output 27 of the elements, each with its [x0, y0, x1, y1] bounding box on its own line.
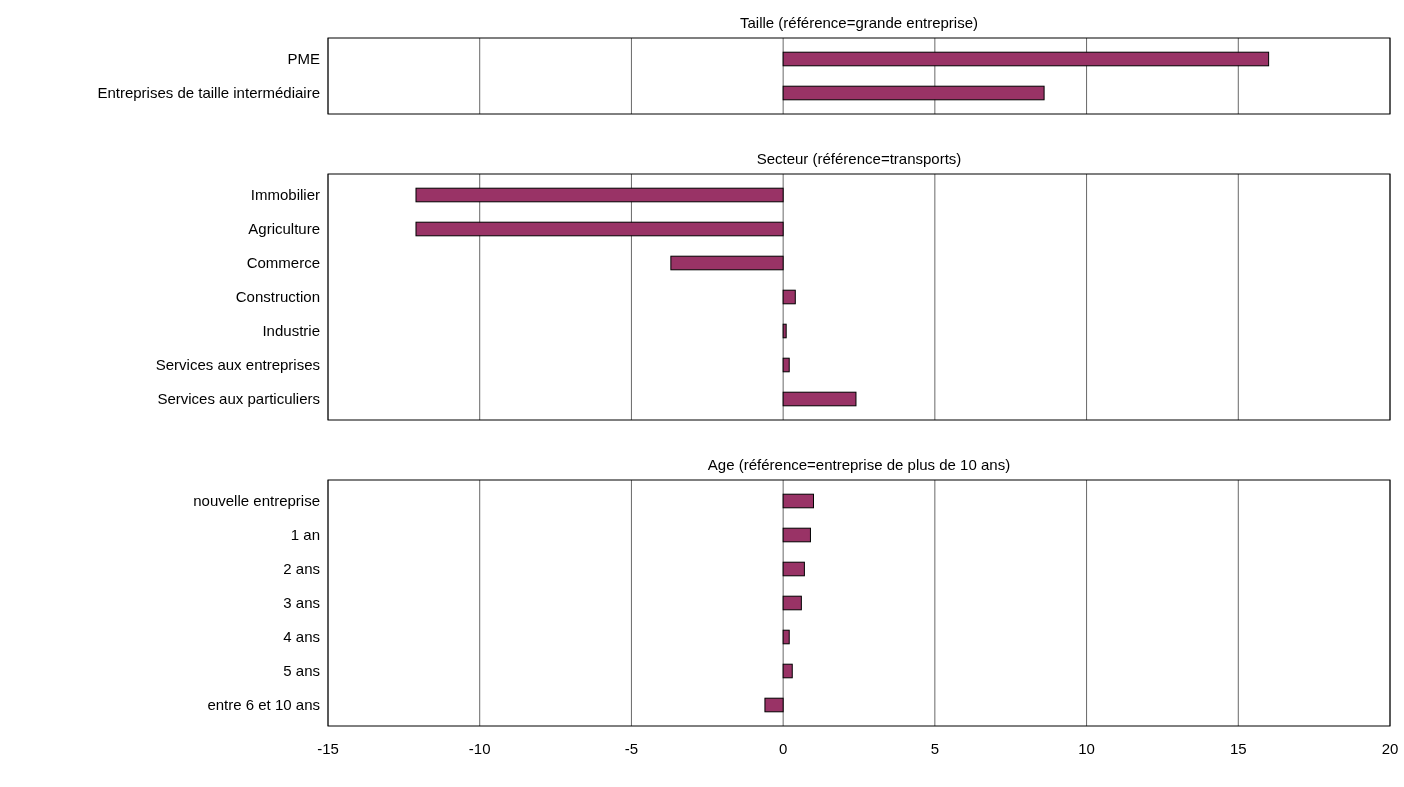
chart-title: Secteur (référence=transports) — [756, 150, 962, 167]
x-tick-label: 10 — [1078, 740, 1095, 757]
y-tick-label: entre 6 et 10 ans — [207, 696, 320, 714]
y-tick-label: nouvelle entreprise — [193, 492, 320, 510]
x-tick-label: 5 — [930, 740, 940, 757]
y-tick-label: Services aux particuliers — [157, 390, 320, 408]
y-tick-label: Industrie — [262, 322, 320, 340]
x-tick-label: -10 — [468, 740, 491, 757]
y-tick-label: Commerce — [246, 254, 320, 272]
x-tick-label: 15 — [1229, 740, 1247, 757]
y-tick-label: Entreprises de taille intermédiaire — [97, 84, 320, 102]
y-tick-label: 1 an — [290, 526, 320, 544]
y-tick-label: 3 ans — [283, 594, 320, 612]
y-tick-label: 5 ans — [283, 662, 320, 680]
x-tick-label: 20 — [1381, 740, 1399, 757]
y-tick-label: Agriculture — [248, 220, 320, 238]
x-tick-label: -15 — [317, 740, 339, 757]
y-tick-label: Services aux entreprises — [155, 356, 320, 374]
y-tick-label: Construction — [235, 288, 320, 306]
chart-title: Taille (référence=grande entreprise) — [739, 14, 979, 31]
chart-title: Age (référence=entreprise de plus de 10 ans) — [707, 456, 1011, 473]
x-tick-label: -5 — [624, 740, 639, 757]
y-tick-label: Immobilier — [250, 186, 320, 204]
x-tick-label: 0 — [778, 740, 788, 757]
y-tick-label: PME — [287, 50, 320, 68]
y-tick-label: 4 ans — [283, 628, 320, 646]
y-tick-label: 2 ans — [283, 560, 320, 578]
